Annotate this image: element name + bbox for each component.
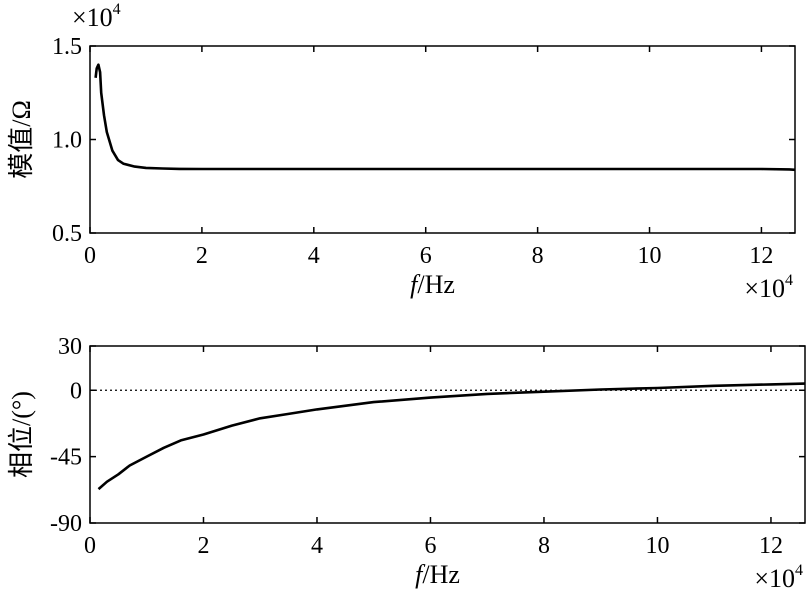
chart2-xtick-label: 0 (84, 533, 96, 559)
chart2-ytick-label: 30 (58, 334, 82, 360)
chart2-xtick-label: 6 (424, 533, 436, 559)
chart2-x-multiplier: ×104 (754, 562, 803, 593)
chart1-series-line (94, 63, 796, 172)
chart1-ytick-label: 1.5 (52, 34, 82, 60)
chart2-xtick-label: 8 (538, 533, 550, 559)
chart1-xtick-label: 6 (420, 243, 432, 269)
chart2-series-line (97, 382, 806, 491)
chart2-xtick-label: 2 (197, 533, 209, 559)
chart2-xtick-label: 10 (645, 533, 669, 559)
chart2-x-axis-label-italic: f (415, 560, 426, 589)
chart2-xtick-label: 12 (759, 533, 783, 559)
chart1-x-axis-label-italic: f (410, 270, 421, 299)
chart1-xtick-label: 4 (308, 243, 320, 269)
chart1-ytick-label: 1.0 (52, 128, 82, 154)
chart2-xtick-label: 4 (311, 533, 323, 559)
chart1-ytick-label: 0.5 (52, 221, 82, 247)
chart1-x-multiplier-exp: 4 (785, 272, 793, 289)
chart1-y-multiplier-base: ×10 (72, 3, 113, 32)
chart2-y-axis-label: 相位/(°) (7, 391, 36, 478)
chart2-x-multiplier-exp: 4 (795, 562, 803, 579)
chart2-ytick-label: -90 (50, 511, 82, 537)
chart1-xtick-label: 12 (749, 243, 773, 269)
chart1-xtick-label: 8 (532, 243, 544, 269)
chart2-ytick-label: -45 (50, 445, 82, 471)
chart2-x-axis-label-unit: /Hz (422, 560, 460, 589)
chart1-y-axis-label: 模值/Ω (7, 100, 36, 179)
chart1-x-multiplier: ×104 (744, 272, 793, 303)
chart2-x-multiplier-base: ×10 (754, 564, 795, 593)
chart2-x-axis-label: f/Hz (415, 560, 460, 589)
chart1-y-multiplier: ×104 (72, 1, 121, 32)
chart1-xtick-label: 10 (638, 243, 662, 269)
chart1-x-axis-label: f/Hz (410, 270, 455, 299)
chart1-y-multiplier-exp: 4 (113, 1, 121, 18)
chart1-xtick-label: 2 (196, 243, 208, 269)
chart2-ytick-label: 0 (70, 378, 82, 404)
chart2-plot-frame (89, 345, 806, 524)
chart1-x-multiplier-base: ×10 (744, 274, 785, 303)
chart1-xtick-label: 0 (84, 243, 96, 269)
chart1-x-axis-label-unit: /Hz (417, 270, 455, 299)
chart1-plot-frame (89, 45, 796, 234)
